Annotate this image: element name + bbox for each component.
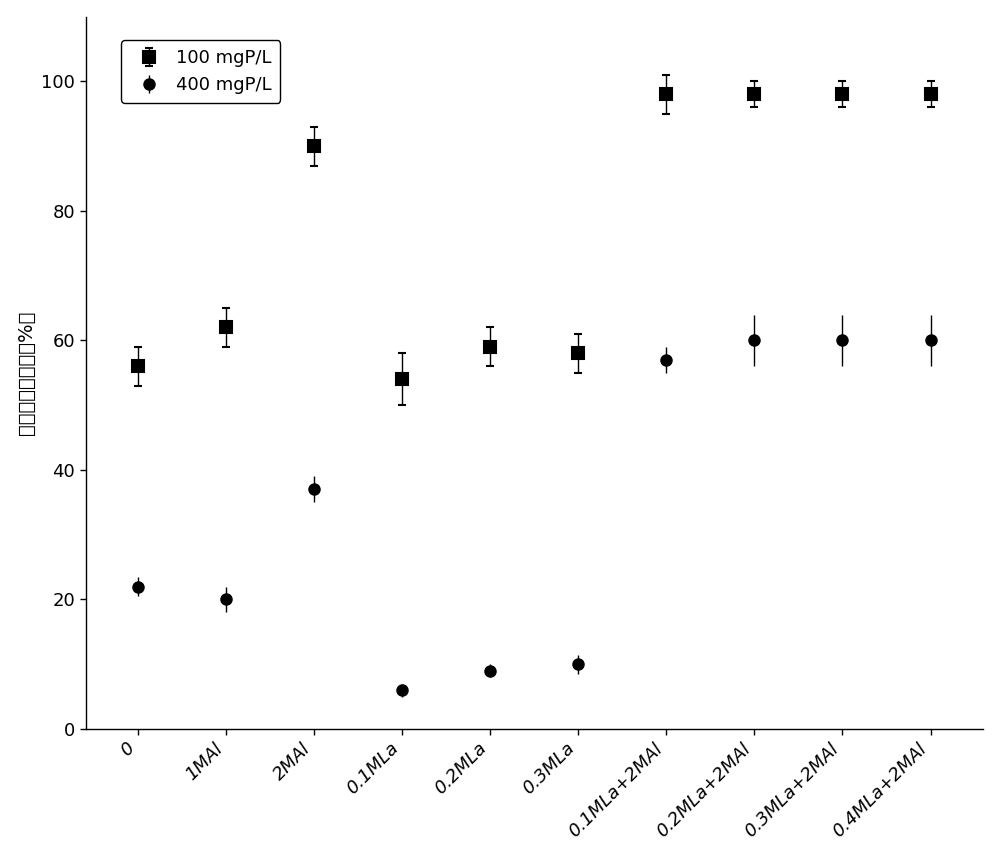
Y-axis label: 磷的去除百分比（%）: 磷的去除百分比（%） [17,310,36,435]
Legend: 100 mgP/L, 400 mgP/L: 100 mgP/L, 400 mgP/L [121,40,280,103]
